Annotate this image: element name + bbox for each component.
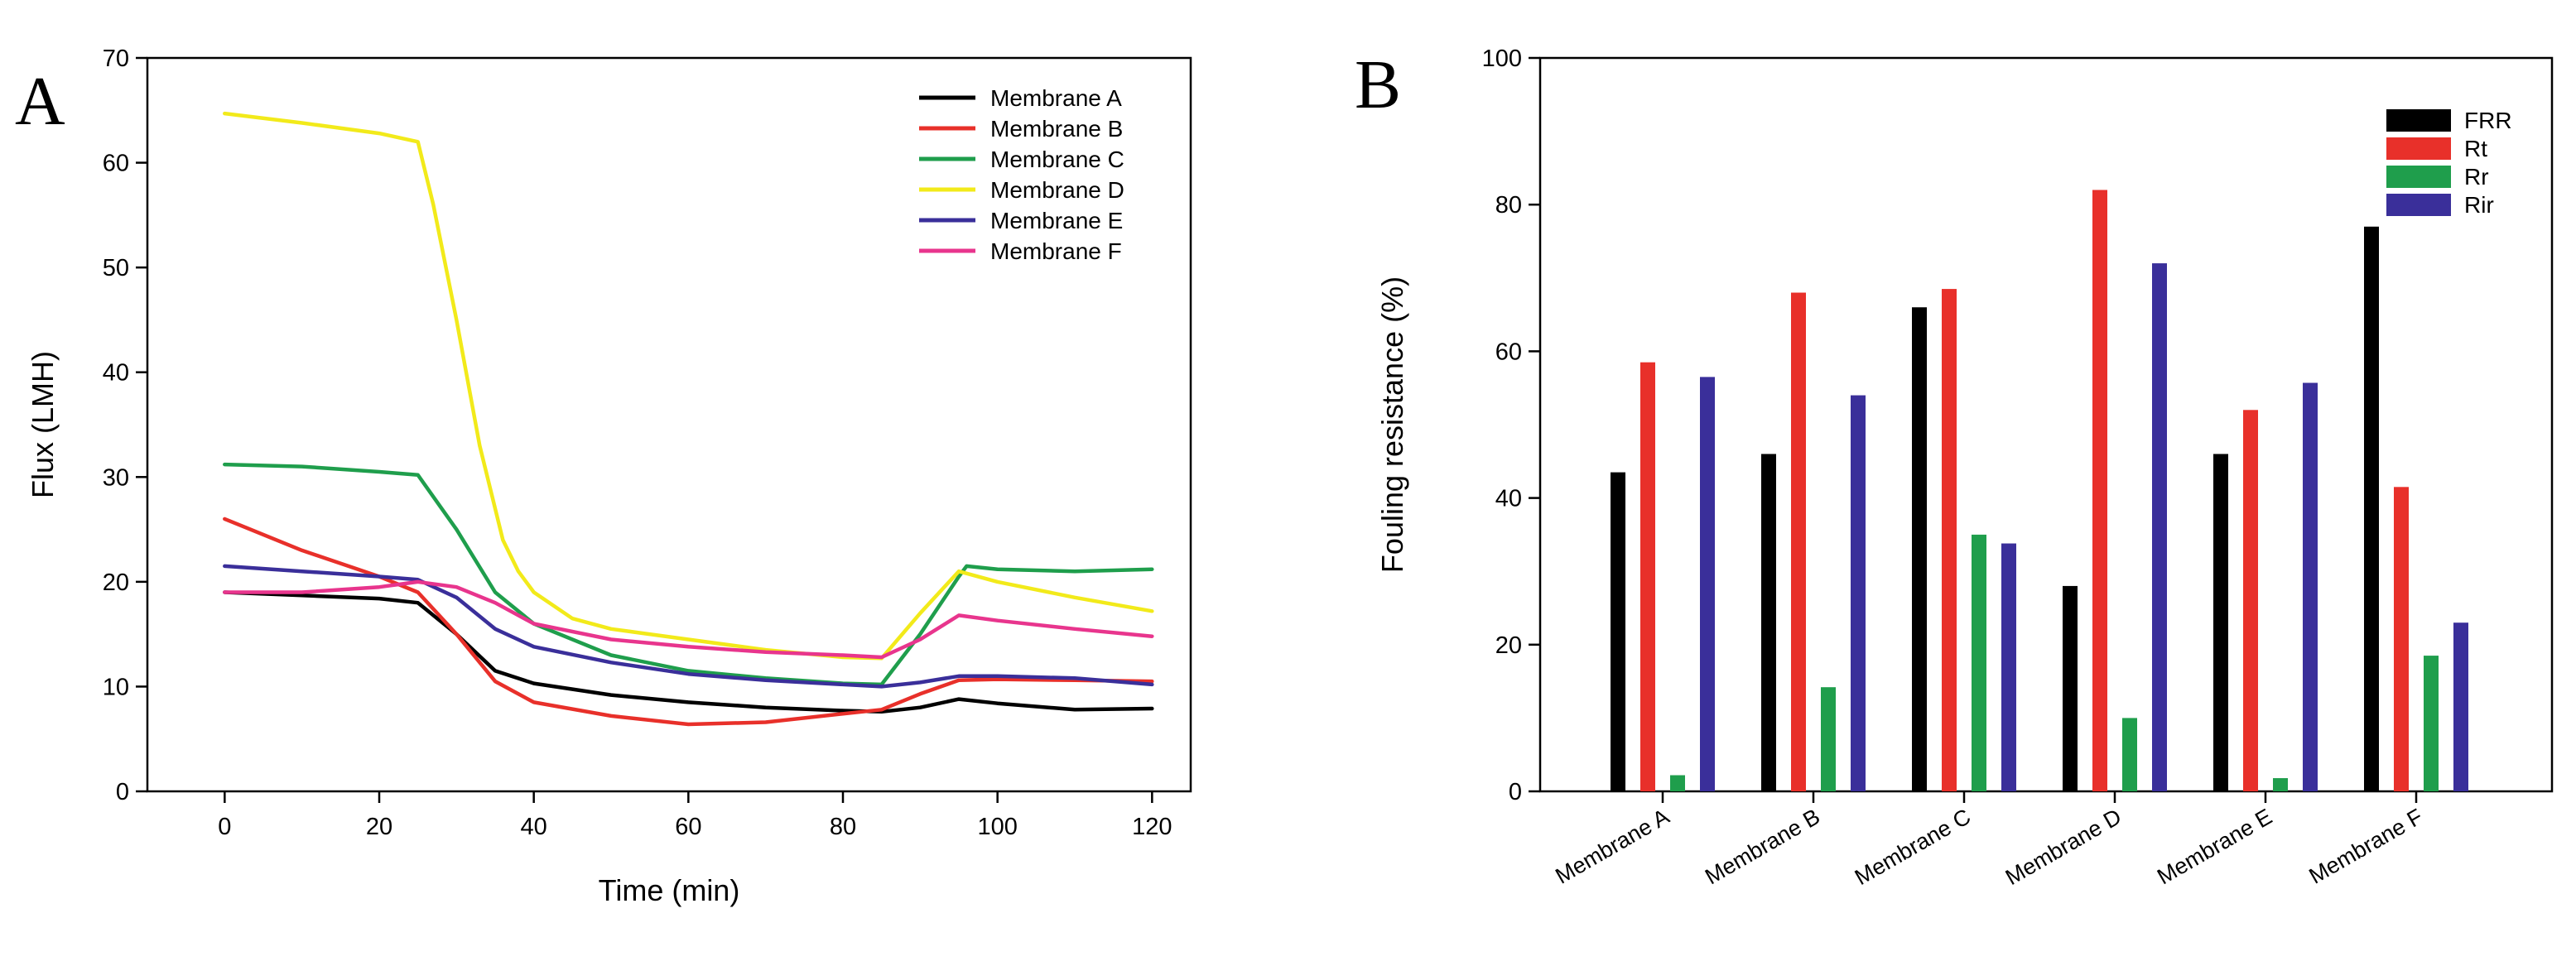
y-tick-label-a: 50 (103, 255, 129, 281)
x-category-label-membrane-c: Membrane C (1851, 804, 1975, 890)
bars-b (1611, 190, 2468, 792)
legend-swatch-rr (2386, 166, 2451, 188)
panel-label-b: B (1355, 46, 1401, 123)
y-tick-label-b: 100 (1482, 46, 1522, 72)
bar-rr-membrane-e (2273, 778, 2288, 791)
series-lines-a (223, 111, 1154, 727)
bar-rt-membrane-e (2243, 410, 2258, 791)
x-axis-label-a: Time (min) (599, 873, 740, 907)
legend-label-membrane-a: Membrane A (990, 85, 1122, 111)
y-axis-label-a: Flux (LMH) (26, 351, 60, 498)
x-tick-label-a: 120 (1132, 814, 1172, 840)
x-tick-label-a: 40 (521, 814, 547, 840)
bar-frr-membrane-b (1761, 454, 1776, 791)
plot-frame-b (1538, 56, 2554, 793)
x-category-label-membrane-d: Membrane D (2001, 804, 2126, 890)
x-tick-label-a: 20 (366, 814, 392, 840)
legend-label-membrane-e: Membrane E (990, 208, 1123, 233)
series-line-membrane-f (223, 579, 1154, 660)
x-tick-label-a: 60 (675, 814, 701, 840)
legend-label-rt: Rt (2464, 136, 2487, 161)
y-tick-label-a: 20 (103, 570, 129, 596)
plot-frame-a (146, 56, 1192, 793)
y-axis-label-b: Fouling resistance (%) (1375, 276, 1409, 573)
x-tick-label-a: 0 (218, 814, 231, 840)
legend-swatch-frr (2386, 109, 2451, 132)
bar-rir-membrane-c (2001, 543, 2016, 791)
x-category-labels-b: Membrane A Membrane B Membrane C Membrane D… (1551, 791, 2427, 890)
legend-label-rr: Rr (2464, 164, 2489, 190)
bar-frr-membrane-c (1912, 307, 1927, 791)
bar-rt-membrane-a (1640, 362, 1655, 791)
x-category-label-membrane-a: Membrane A (1551, 804, 1673, 889)
series-line-membrane-e (223, 564, 1154, 689)
legend-swatch-rir (2386, 194, 2451, 216)
bar-rt-membrane-c (1942, 289, 1957, 792)
bar-rir-membrane-f (2453, 622, 2468, 791)
bar-frr-membrane-e (2213, 454, 2228, 791)
line-chart-panel-a: A 0 10 20 30 40 50 60 70 0 20 40 60 80 100 120 Membra… (15, 46, 1192, 907)
x-category-label-membrane-b: Membrane B (1701, 804, 1824, 889)
legend-swatch-rt (2386, 137, 2451, 160)
series-line-membrane-d (223, 111, 1154, 661)
series-line-membrane-a (223, 590, 1154, 714)
bar-rt-membrane-b (1791, 292, 1806, 791)
series-line-membrane-c (223, 462, 1154, 687)
bar-rir-membrane-b (1851, 395, 1866, 791)
y-tick-label-a: 60 (103, 151, 129, 177)
bar-rr-membrane-a (1670, 775, 1685, 791)
bar-rir-membrane-e (2303, 382, 2318, 791)
x-category-label-membrane-f: Membrane F (2304, 804, 2427, 889)
legend-label-frr: FRR (2464, 108, 2512, 133)
y-tick-label-b: 80 (1495, 192, 1522, 219)
bar-frr-membrane-a (1611, 472, 1625, 791)
bar-rir-membrane-d (2152, 263, 2167, 792)
bar-rr-membrane-b (1821, 687, 1836, 791)
bar-rr-membrane-c (1972, 534, 1986, 791)
y-axis-ticks-b: 0 20 40 60 80 100 (1482, 46, 1540, 805)
y-tick-label-a: 70 (103, 46, 129, 72)
y-tick-label-a: 10 (103, 674, 129, 700)
y-tick-label-b: 40 (1495, 486, 1522, 512)
legend-label-membrane-b: Membrane B (990, 116, 1123, 142)
y-axis-ticks-a: 0 10 20 30 40 50 60 70 (103, 46, 147, 805)
bar-frr-membrane-d (2063, 585, 2078, 791)
y-tick-label-b: 60 (1495, 339, 1522, 365)
y-tick-label-a: 30 (103, 464, 129, 491)
legend-label-membrane-d: Membrane D (990, 177, 1124, 203)
y-tick-label-b: 0 (1509, 779, 1522, 805)
bar-rt-membrane-d (2092, 190, 2107, 792)
y-tick-label-b: 20 (1495, 632, 1522, 659)
y-tick-label-a: 40 (103, 360, 129, 387)
x-axis-ticks-a: 0 20 40 60 80 100 120 (218, 791, 1172, 840)
x-tick-label-a: 100 (977, 814, 1017, 840)
series-line-membrane-b (223, 517, 1154, 727)
legend-label-rir: Rir (2464, 192, 2494, 218)
bar-rt-membrane-f (2394, 487, 2409, 791)
legend-label-membrane-f: Membrane F (990, 238, 1122, 264)
x-category-label-membrane-e: Membrane E (2153, 804, 2276, 889)
bar-rr-membrane-f (2424, 656, 2439, 791)
x-tick-label-a: 80 (830, 814, 856, 840)
legend-a: Membrane A Membrane B Membrane C Membrane D… (919, 85, 1124, 264)
panel-label-a: A (15, 63, 65, 140)
bar-rr-membrane-d (2122, 718, 2137, 791)
y-tick-label-a: 0 (116, 779, 129, 805)
bar-rir-membrane-a (1700, 377, 1715, 791)
bar-frr-membrane-f (2364, 226, 2379, 791)
legend-label-membrane-c: Membrane C (990, 147, 1124, 172)
